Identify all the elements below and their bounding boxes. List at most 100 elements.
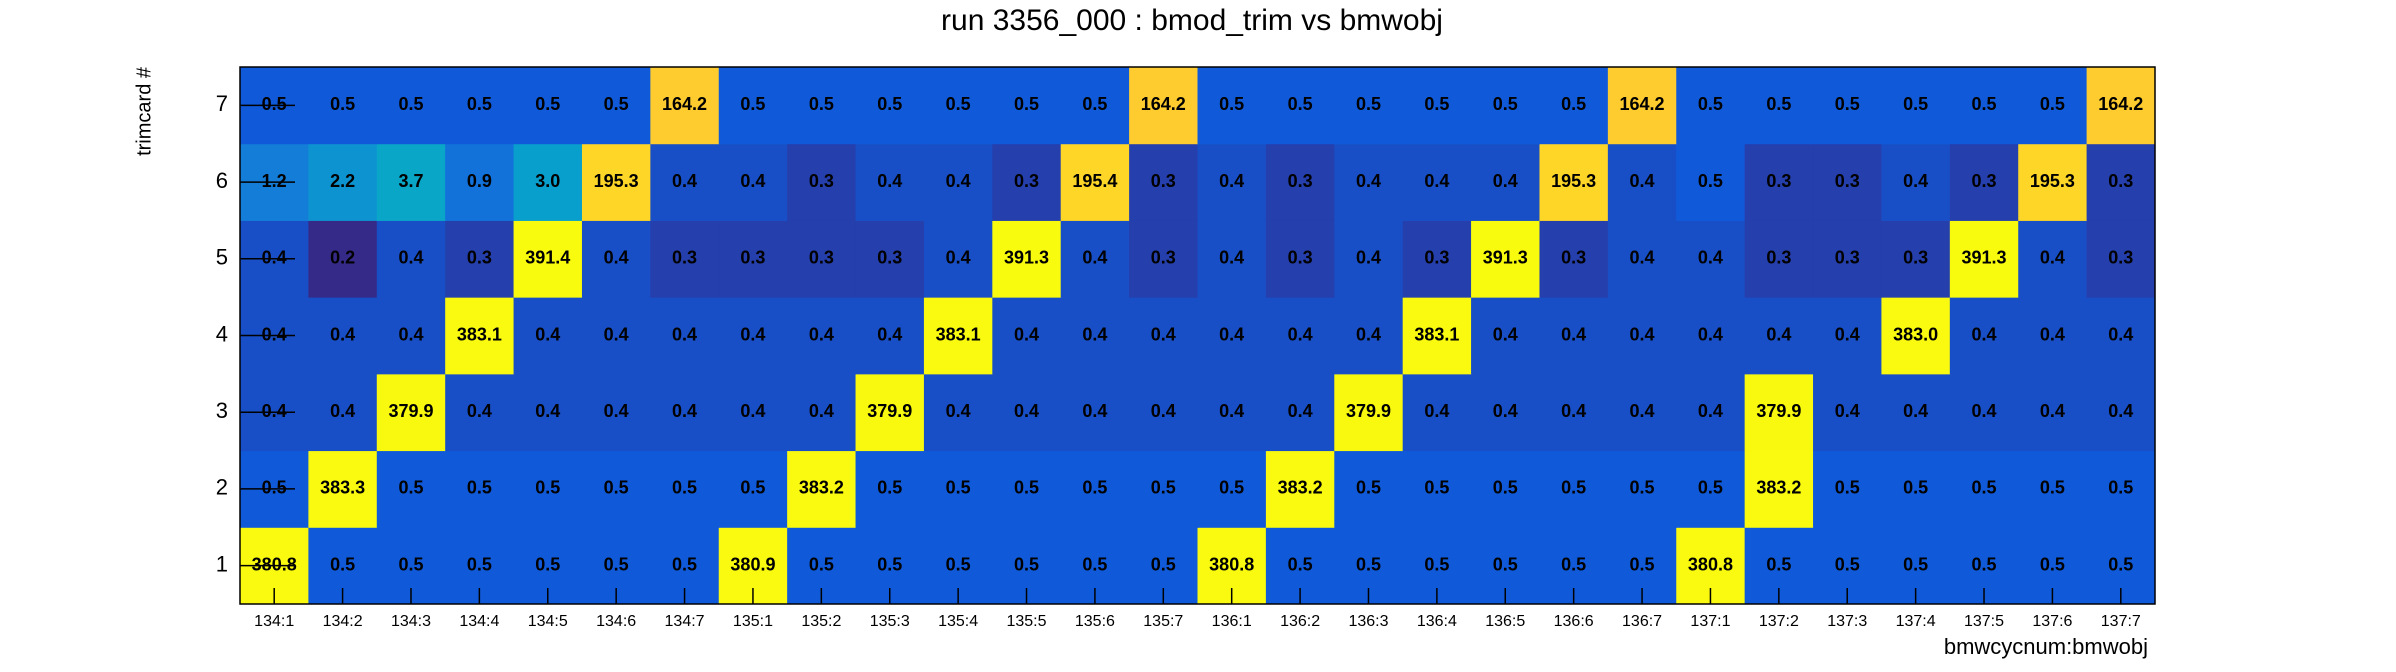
heatmap-cell bbox=[650, 373, 720, 452]
heatmap-cell bbox=[1744, 373, 1814, 452]
cell-label: 0.5 bbox=[809, 94, 834, 114]
y-tick-label: 2 bbox=[216, 475, 228, 500]
heatmap-cell bbox=[718, 373, 788, 452]
cell-label: 0.3 bbox=[1766, 171, 1791, 191]
cell-label: 383.2 bbox=[1756, 478, 1801, 498]
cell-label: 0.4 bbox=[740, 401, 765, 421]
cell-label: 0.5 bbox=[672, 478, 697, 498]
y-axis-label: trimcard # bbox=[133, 66, 155, 156]
heatmap-cell bbox=[1129, 143, 1198, 221]
heatmap-cell bbox=[445, 220, 515, 298]
cell-label: 195.3 bbox=[1551, 171, 1596, 191]
heatmap-cell bbox=[1471, 143, 1540, 221]
cell-label: 0.5 bbox=[535, 478, 560, 498]
heatmap-cell bbox=[923, 143, 993, 221]
cell-label: 0.4 bbox=[1561, 324, 1586, 344]
heatmap-cell bbox=[1949, 143, 2019, 221]
cell-label: 0.5 bbox=[1356, 554, 1381, 574]
cell-label: 0.4 bbox=[1356, 324, 1381, 344]
heatmap-cell bbox=[1197, 220, 1267, 298]
cell-label: 383.3 bbox=[320, 478, 365, 498]
x-tick-label: 135:4 bbox=[938, 613, 978, 630]
heatmap-cell bbox=[718, 67, 788, 145]
cell-label: 0.4 bbox=[1082, 324, 1107, 344]
cell-label: 0.3 bbox=[672, 248, 697, 268]
x-tick-label: 134:4 bbox=[459, 613, 499, 630]
cell-label: 0.5 bbox=[2108, 554, 2133, 574]
cell-label: 0.4 bbox=[1493, 171, 1518, 191]
cell-label: 0.4 bbox=[1288, 324, 1313, 344]
cell-label: 0.4 bbox=[1493, 324, 1518, 344]
cell-label: 3.7 bbox=[398, 171, 423, 191]
heatmap-cell bbox=[1197, 373, 1267, 452]
x-tick-label: 137:3 bbox=[1827, 613, 1867, 630]
y-tick-label: 7 bbox=[216, 91, 228, 116]
heatmap-cell bbox=[1402, 67, 1472, 145]
heatmap-cell bbox=[1334, 220, 1404, 298]
cell-label: 0.4 bbox=[604, 401, 629, 421]
heatmap-cell bbox=[2086, 67, 2156, 145]
cell-label: 0.5 bbox=[1151, 478, 1176, 498]
cell-label: 0.4 bbox=[1698, 324, 1723, 344]
heatmap-cell bbox=[2018, 297, 2088, 375]
heatmap-cell bbox=[2086, 450, 2156, 528]
heatmap-cell bbox=[1744, 297, 1814, 375]
heatmap-cell bbox=[581, 373, 651, 452]
cell-label: 0.4 bbox=[1630, 171, 1655, 191]
cell-label: 0.3 bbox=[1766, 248, 1791, 268]
heatmap-cell bbox=[1402, 297, 1472, 375]
heatmap-cell bbox=[1471, 67, 1540, 145]
heatmap-cell bbox=[1676, 450, 1746, 528]
x-tick-label: 136:2 bbox=[1280, 613, 1320, 630]
heatmap-cell bbox=[1539, 450, 1609, 528]
cell-label: 0.5 bbox=[1151, 554, 1176, 574]
heatmap-cell bbox=[1949, 297, 2019, 375]
cell-label: 0.5 bbox=[330, 94, 355, 114]
cell-label: 0.4 bbox=[262, 324, 287, 344]
cell-label: 383.2 bbox=[799, 478, 844, 498]
heatmap-cell bbox=[308, 143, 378, 221]
cell-label: 0.4 bbox=[1630, 401, 1655, 421]
cell-label: 0.4 bbox=[1424, 171, 1449, 191]
cell-label: 0.5 bbox=[1356, 478, 1381, 498]
x-tick-label: 135:1 bbox=[733, 613, 773, 630]
heatmap-cell bbox=[2018, 450, 2088, 528]
heatmap-cell bbox=[1676, 143, 1746, 221]
cell-label: 0.5 bbox=[1835, 94, 1860, 114]
heatmap-cell bbox=[1060, 67, 1130, 145]
heatmap-cell bbox=[1744, 450, 1814, 528]
cell-label: 0.5 bbox=[1356, 94, 1381, 114]
cell-label: 0.5 bbox=[398, 554, 423, 574]
cell-label: 0.4 bbox=[2108, 401, 2133, 421]
heatmap-cell bbox=[1607, 143, 1677, 221]
cell-label: 0.4 bbox=[1151, 324, 1176, 344]
cell-label: 0.5 bbox=[1698, 478, 1723, 498]
heatmap-cell bbox=[1265, 143, 1335, 221]
cell-label: 195.4 bbox=[1072, 171, 1117, 191]
heatmap-cell bbox=[992, 450, 1062, 528]
heatmap-cell bbox=[445, 143, 515, 221]
cell-label: 0.3 bbox=[1014, 171, 1039, 191]
heatmap-cell bbox=[1539, 373, 1609, 452]
heatmap-cell bbox=[1813, 143, 1882, 221]
heatmap-cell bbox=[513, 373, 583, 452]
heatmap-cell bbox=[1607, 450, 1677, 528]
cell-label: 0.3 bbox=[1151, 248, 1176, 268]
x-tick-label: 136:7 bbox=[1622, 613, 1662, 630]
heatmap-cell bbox=[1197, 67, 1267, 145]
cell-label: 0.4 bbox=[809, 401, 834, 421]
heatmap-cell bbox=[2018, 373, 2088, 452]
heatmap-cell bbox=[718, 143, 788, 221]
heatmap-cell bbox=[1744, 143, 1814, 221]
cell-label: 0.5 bbox=[2040, 478, 2065, 498]
heatmap-cell bbox=[1197, 297, 1267, 375]
heatmap-cell bbox=[718, 220, 788, 298]
cell-label: 0.3 bbox=[1972, 171, 1997, 191]
cell-label: 0.5 bbox=[877, 554, 902, 574]
cell-label: 0.3 bbox=[877, 248, 902, 268]
heatmap-cell bbox=[376, 67, 446, 145]
cell-label: 0.4 bbox=[1630, 324, 1655, 344]
heatmap-cell bbox=[1539, 143, 1609, 221]
cell-label: 0.4 bbox=[877, 171, 902, 191]
cell-label: 0.5 bbox=[1698, 94, 1723, 114]
